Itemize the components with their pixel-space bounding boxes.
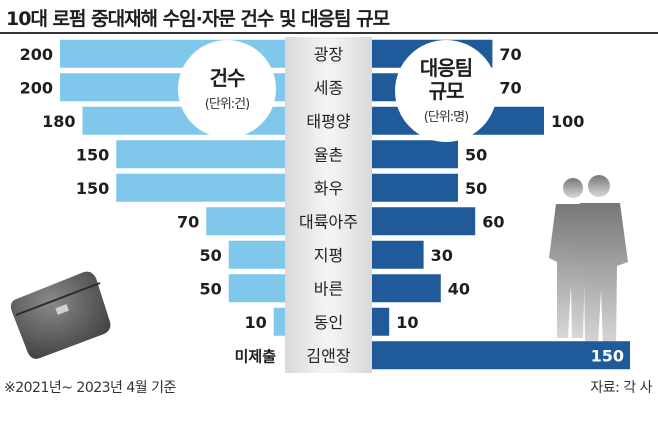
right-series-label-line1: 대응팀 (419, 56, 473, 80)
category-band (285, 37, 372, 373)
right-bar (372, 207, 476, 236)
briefcase-icon (10, 271, 111, 359)
category-label: 율촌 (314, 145, 343, 164)
left-value-label: 미제출 (235, 347, 277, 365)
right-series-label-circle: 대응팀 규모 (단위:명) (395, 40, 497, 142)
category-label: 태평양 (306, 112, 350, 131)
left-value-label: 200 (20, 78, 53, 97)
left-bar (206, 207, 285, 236)
left-value-label: 10 (244, 313, 266, 332)
footnote: ※2021년~ 2023년 4월 기준 (4, 380, 176, 396)
category-label: 세종 (314, 78, 343, 97)
right-value-label: 50 (465, 145, 487, 164)
category-label: 지평 (314, 246, 343, 265)
left-value-label: 50 (199, 279, 221, 298)
right-value-label: 100 (551, 112, 584, 131)
left-value-label: 180 (42, 112, 75, 131)
category-label: 광장 (314, 45, 344, 64)
left-value-label: 200 (20, 45, 53, 64)
category-label: 대륙아주 (299, 212, 358, 231)
category-label: 바른 (314, 279, 343, 298)
right-value-label: 70 (499, 78, 521, 97)
right-bar (372, 341, 630, 370)
businessmen-silhouette-icon (549, 175, 628, 346)
left-value-label: 150 (76, 179, 109, 198)
left-bar (228, 274, 285, 303)
left-series-label: 건수 (209, 65, 246, 90)
title-rule (0, 32, 658, 34)
right-value-label: 60 (482, 212, 504, 231)
chart-title: 10대 로펌 중대재해 수임·자문 건수 및 대응팀 규모 (6, 8, 390, 30)
category-label: 화우 (314, 179, 343, 198)
left-series-label-circle: 건수 (단위:건) (178, 40, 276, 138)
right-bar (372, 240, 424, 269)
left-bar (273, 307, 285, 336)
right-series-unit: (단위:명) (423, 110, 469, 125)
right-bar (372, 274, 441, 303)
left-bar (116, 173, 285, 202)
left-value-label: 50 (199, 246, 221, 265)
right-value-label: 70 (499, 45, 521, 64)
right-bar (372, 307, 390, 336)
source-note: 자료: 각 사 (590, 380, 652, 396)
left-series-unit: (단위:건) (204, 96, 250, 112)
left-bar (228, 240, 285, 269)
category-label: 동인 (314, 313, 343, 332)
right-series-label-line2: 규모 (428, 79, 465, 103)
right-bar (372, 173, 458, 202)
left-bar (116, 140, 285, 169)
category-label: 김앤장 (306, 346, 350, 365)
right-value-label: 40 (448, 279, 470, 298)
right-value-label: 10 (396, 313, 418, 332)
left-value-label: 150 (76, 145, 109, 164)
left-value-label: 70 (177, 212, 199, 231)
right-value-label: 30 (431, 246, 453, 265)
right-value-label: 50 (465, 179, 487, 198)
right-value-label: 150 (591, 346, 624, 365)
right-bar (372, 140, 458, 169)
